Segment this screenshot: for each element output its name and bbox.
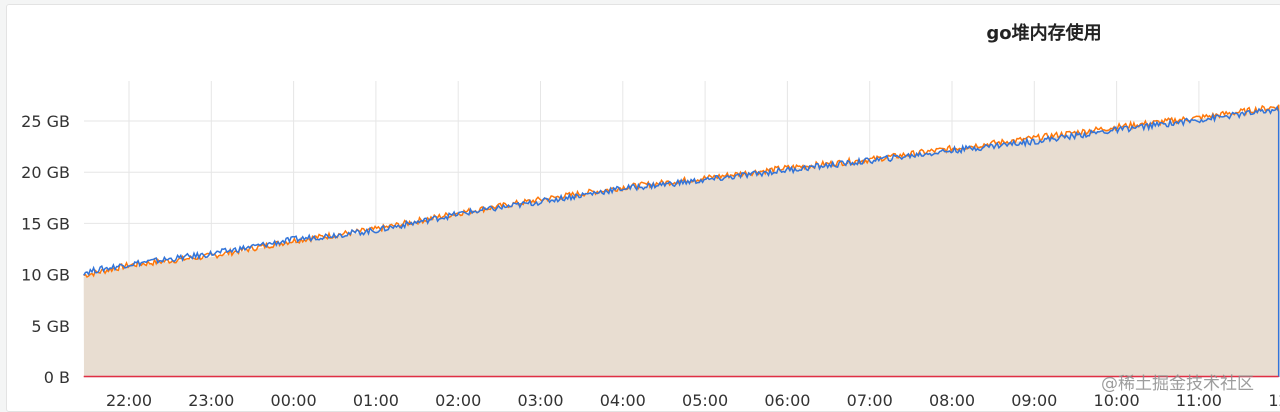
x-tick-label: 01:00 xyxy=(353,391,399,410)
x-tick-label: 06:00 xyxy=(764,391,810,410)
y-tick-label: 5 GB xyxy=(31,317,70,336)
y-tick-label: 25 GB xyxy=(21,112,70,131)
area-fill xyxy=(83,107,1279,377)
watermark: @稀土掘金技术社区 xyxy=(1101,374,1254,394)
chart-svg[interactable]: 0 B 5 GB 10 GB 15 GB 20 GB 25 GB 22:00 23:00 00:… xyxy=(6,4,1280,411)
x-tick-label: 00:00 xyxy=(271,391,317,410)
x-tick-label: 08:00 xyxy=(929,391,975,410)
x-tick-label: 22:00 xyxy=(106,391,152,410)
x-tick-label: 07:00 xyxy=(847,391,893,410)
x-tick-label: 10:00 xyxy=(1094,391,1140,410)
x-tick-label: 04:00 xyxy=(600,391,646,410)
x-tick-label: 23:00 xyxy=(188,391,234,410)
y-tick-label: 15 GB xyxy=(21,214,70,233)
y-tick-label: 10 GB xyxy=(21,266,70,285)
y-tick-label: 20 GB xyxy=(21,163,70,182)
x-tick-label: 02:00 xyxy=(435,391,481,410)
x-tick-label: 09:00 xyxy=(1011,391,1057,410)
x-tick-label: 05:00 xyxy=(682,391,728,410)
x-tick-label: 12: xyxy=(1268,391,1280,410)
x-tick-label: 03:00 xyxy=(517,391,563,410)
y-tick-label: 0 B xyxy=(44,368,70,387)
chart-panel: 0 B 5 GB 10 GB 15 GB 20 GB 25 GB 22:00 23:00 00:… xyxy=(6,4,1280,412)
x-tick-label: 11:00 xyxy=(1176,391,1222,410)
chart-title: go堆内存使用 xyxy=(986,23,1102,44)
series-line-1 xyxy=(83,105,1280,377)
